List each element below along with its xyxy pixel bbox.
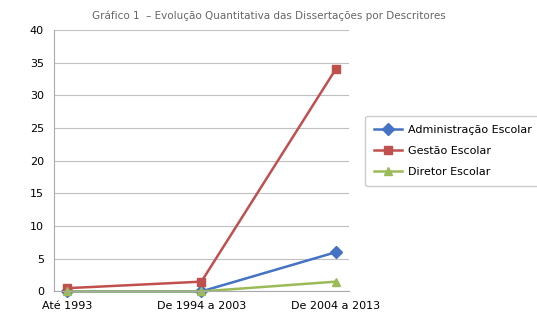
Diretor Escolar bbox=[332, 280, 339, 284]
Administração Escolar bbox=[198, 289, 205, 293]
Administração Escolar bbox=[332, 250, 339, 254]
Line: Administração Escolar: Administração Escolar bbox=[63, 248, 340, 295]
Text: Gráfico 1  – Evolução Quantitativa das Dissertações por Descritores: Gráfico 1 – Evolução Quantitativa das Di… bbox=[92, 10, 445, 20]
Diretor Escolar bbox=[64, 289, 70, 293]
Gestão Escolar bbox=[64, 286, 70, 290]
Legend: Administração Escolar, Gestão Escolar, Diretor Escolar: Administração Escolar, Gestão Escolar, D… bbox=[365, 116, 537, 186]
Diretor Escolar bbox=[198, 289, 205, 293]
Line: Gestão Escolar: Gestão Escolar bbox=[63, 65, 340, 292]
Line: Diretor Escolar: Diretor Escolar bbox=[63, 277, 340, 295]
Administração Escolar bbox=[64, 289, 70, 293]
Gestão Escolar bbox=[332, 67, 339, 71]
Gestão Escolar bbox=[198, 280, 205, 284]
